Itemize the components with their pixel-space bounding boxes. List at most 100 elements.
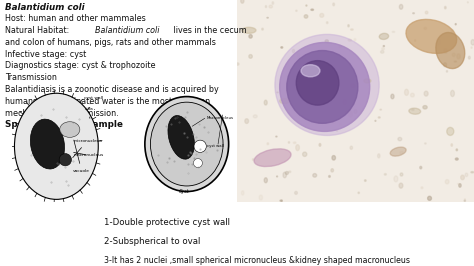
Text: 2-Subspherical to oval: 2-Subspherical to oval	[104, 237, 201, 246]
Ellipse shape	[242, 27, 256, 33]
Ellipse shape	[280, 200, 282, 201]
Ellipse shape	[343, 99, 346, 105]
Ellipse shape	[311, 9, 313, 10]
Ellipse shape	[445, 6, 446, 9]
Ellipse shape	[351, 84, 355, 88]
Ellipse shape	[282, 200, 283, 201]
Ellipse shape	[264, 178, 267, 183]
Text: macronucleus: macronucleus	[73, 152, 103, 157]
Ellipse shape	[424, 27, 427, 30]
Ellipse shape	[390, 147, 406, 156]
Ellipse shape	[332, 122, 336, 124]
Ellipse shape	[264, 100, 267, 105]
Ellipse shape	[467, 2, 468, 3]
Ellipse shape	[292, 49, 294, 53]
Ellipse shape	[350, 146, 353, 149]
Text: Natural Habitat:: Natural Habitat:	[5, 26, 72, 35]
Ellipse shape	[277, 92, 278, 93]
Ellipse shape	[275, 34, 379, 135]
Ellipse shape	[281, 47, 283, 48]
Ellipse shape	[331, 169, 334, 172]
Ellipse shape	[452, 53, 455, 56]
Ellipse shape	[451, 30, 454, 33]
Text: humans. Contaminated water is the most common: humans. Contaminated water is the most c…	[5, 97, 210, 106]
Ellipse shape	[348, 39, 352, 41]
Ellipse shape	[354, 39, 356, 41]
Ellipse shape	[259, 195, 263, 200]
Ellipse shape	[296, 61, 339, 105]
Circle shape	[194, 140, 206, 152]
Circle shape	[59, 153, 72, 166]
Ellipse shape	[415, 40, 416, 41]
Ellipse shape	[394, 176, 398, 182]
Ellipse shape	[383, 45, 384, 47]
Ellipse shape	[301, 65, 320, 77]
Ellipse shape	[241, 0, 244, 3]
Ellipse shape	[272, 2, 273, 4]
Ellipse shape	[445, 180, 449, 184]
Ellipse shape	[15, 93, 98, 200]
Ellipse shape	[296, 10, 297, 11]
Ellipse shape	[249, 35, 252, 38]
Ellipse shape	[267, 143, 269, 145]
Ellipse shape	[399, 5, 403, 9]
Text: Diagnostics stage: cyst & trophozoite: Diagnostics stage: cyst & trophozoite	[5, 61, 155, 70]
Ellipse shape	[346, 111, 348, 113]
Ellipse shape	[436, 32, 465, 69]
Ellipse shape	[249, 55, 252, 58]
Circle shape	[193, 159, 202, 168]
Text: micronucleus: micronucleus	[73, 139, 102, 158]
Text: lives in the cecum: lives in the cecum	[171, 26, 246, 35]
Text: cilia: cilia	[84, 107, 93, 118]
Ellipse shape	[428, 196, 431, 200]
Text: Balantidiasis is a zoonotic disease and is acquired by: Balantidiasis is a zoonotic disease and …	[5, 85, 219, 94]
Ellipse shape	[348, 111, 352, 117]
Ellipse shape	[447, 127, 454, 135]
Text: Balantidium coli: Balantidium coli	[95, 26, 159, 35]
Ellipse shape	[319, 144, 321, 146]
Ellipse shape	[392, 31, 395, 32]
Ellipse shape	[378, 117, 380, 118]
Text: cyst wall: cyst wall	[207, 144, 224, 148]
Ellipse shape	[457, 54, 460, 59]
Ellipse shape	[269, 5, 273, 8]
Ellipse shape	[333, 3, 335, 6]
Ellipse shape	[150, 102, 223, 186]
Ellipse shape	[421, 187, 423, 189]
Ellipse shape	[365, 180, 366, 181]
Ellipse shape	[145, 97, 228, 192]
Ellipse shape	[351, 29, 353, 30]
Ellipse shape	[380, 109, 382, 110]
Ellipse shape	[285, 172, 288, 174]
Ellipse shape	[60, 122, 80, 137]
Text: 3-It has 2 nuclei ,small spherical micronucleus &kidney shaped macronucleus: 3-It has 2 nuclei ,small spherical micro…	[104, 256, 410, 265]
Text: Host: human and other mammales: Host: human and other mammales	[5, 14, 146, 23]
Ellipse shape	[382, 48, 384, 50]
Text: vacuole: vacuole	[73, 140, 90, 173]
Ellipse shape	[289, 171, 291, 173]
Ellipse shape	[420, 166, 422, 169]
Ellipse shape	[399, 183, 403, 188]
Ellipse shape	[391, 94, 394, 99]
Ellipse shape	[254, 149, 291, 167]
Ellipse shape	[471, 40, 474, 45]
Ellipse shape	[283, 172, 286, 178]
Text: 1-Double protective cyst wall: 1-Double protective cyst wall	[104, 218, 230, 227]
Ellipse shape	[262, 28, 264, 30]
Ellipse shape	[332, 156, 336, 160]
Ellipse shape	[384, 173, 386, 175]
Ellipse shape	[306, 5, 307, 6]
Ellipse shape	[339, 124, 342, 125]
Ellipse shape	[280, 43, 370, 131]
Ellipse shape	[411, 109, 414, 110]
Ellipse shape	[245, 119, 248, 123]
Ellipse shape	[436, 39, 440, 45]
Ellipse shape	[468, 56, 470, 59]
Ellipse shape	[400, 151, 403, 154]
Ellipse shape	[461, 175, 465, 180]
Ellipse shape	[455, 24, 456, 25]
Text: Specimen: stool sample: Specimen: stool sample	[5, 120, 123, 129]
Ellipse shape	[358, 192, 359, 194]
Ellipse shape	[465, 173, 468, 177]
Ellipse shape	[424, 91, 428, 96]
